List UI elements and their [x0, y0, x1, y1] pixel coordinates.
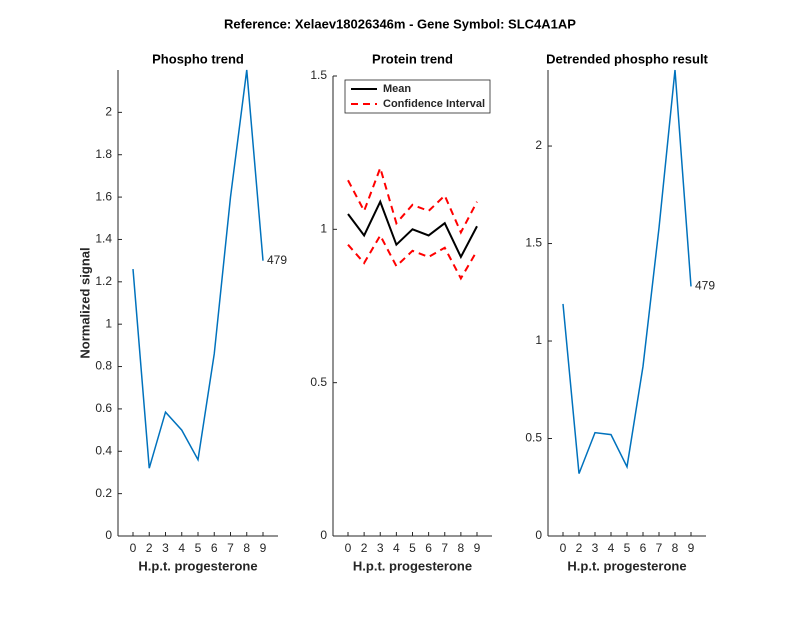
subplot-title: Detrended phospho result	[546, 51, 708, 66]
x-axis-label: H.p.t. progesterone	[138, 558, 257, 573]
figure-title: Reference: Xelaev18026346m - Gene Symbol…	[224, 16, 576, 31]
y-tick-label: 2	[105, 105, 112, 119]
y-tick-label: 1.5	[525, 236, 542, 250]
x-tick-label: 9	[260, 541, 267, 555]
legend-box	[344, 79, 491, 114]
y-tick-label: 1.8	[95, 147, 112, 161]
x-tick-label: 7	[227, 541, 234, 555]
y-tick-label: 1.2	[95, 274, 112, 288]
line	[347, 233, 478, 281]
x-tick-label: 7	[441, 541, 448, 555]
x-tick-label: 0	[130, 541, 137, 555]
line	[347, 164, 478, 235]
legend-label: Mean	[383, 83, 411, 95]
x-tick-label: 3	[377, 541, 384, 555]
line	[562, 69, 692, 474]
y-tick-label: 0.5	[525, 431, 542, 445]
x-tick-label: 2	[146, 541, 153, 555]
x-axis-label: H.p.t. progesterone	[353, 558, 472, 573]
line	[132, 69, 264, 469]
x-tick-label: 8	[243, 541, 250, 555]
y-tick-label: 0.6	[95, 401, 112, 415]
y-tick-label: 2	[535, 138, 542, 152]
y-tick-label: 0.2	[95, 486, 112, 500]
subplot-title: Protein trend	[372, 51, 453, 66]
x-tick-label: 6	[211, 541, 218, 555]
y-tick-label: 0	[320, 528, 327, 542]
legend-label: Confidence Interval	[383, 98, 485, 110]
x-tick-label: 4	[393, 541, 400, 555]
end-label: 479	[267, 253, 287, 267]
y-tick-label: 1.5	[310, 68, 327, 82]
x-tick-label: 0	[560, 541, 567, 555]
x-tick-label: 2	[576, 541, 583, 555]
x-tick-label: 5	[195, 541, 202, 555]
x-tick-label: 9	[474, 541, 481, 555]
x-tick-label: 3	[592, 541, 599, 555]
y-tick-label: 0.5	[310, 375, 327, 389]
subplot-title: Phospho trend	[152, 51, 244, 66]
y-tick-label: 0	[535, 528, 542, 542]
y-tick-label: 0.4	[95, 443, 112, 457]
y-tick-label: 1	[535, 333, 542, 347]
y-tick-label: 1.4	[95, 232, 112, 246]
x-tick-label: 9	[688, 541, 695, 555]
y-axis-label: Normalized signal	[77, 247, 92, 358]
x-tick-label: 8	[672, 541, 679, 555]
y-tick-label: 1	[105, 316, 112, 330]
line	[347, 199, 478, 260]
y-tick-label: 1	[320, 222, 327, 236]
x-tick-label: 7	[656, 541, 663, 555]
y-tick-label: 0	[105, 528, 112, 542]
x-tick-label: 5	[624, 541, 631, 555]
x-tick-label: 2	[361, 541, 368, 555]
x-tick-label: 4	[608, 541, 615, 555]
x-tick-label: 3	[162, 541, 169, 555]
y-tick-label: 1.6	[95, 189, 112, 203]
end-label: 479	[695, 279, 715, 293]
y-tick-label: 0.8	[95, 359, 112, 373]
x-tick-label: 4	[178, 541, 185, 555]
x-tick-label: 5	[409, 541, 416, 555]
x-tick-label: 6	[640, 541, 647, 555]
x-axis-label: H.p.t. progesterone	[567, 558, 686, 573]
x-tick-label: 6	[425, 541, 432, 555]
x-tick-label: 8	[458, 541, 465, 555]
x-tick-label: 0	[345, 541, 352, 555]
